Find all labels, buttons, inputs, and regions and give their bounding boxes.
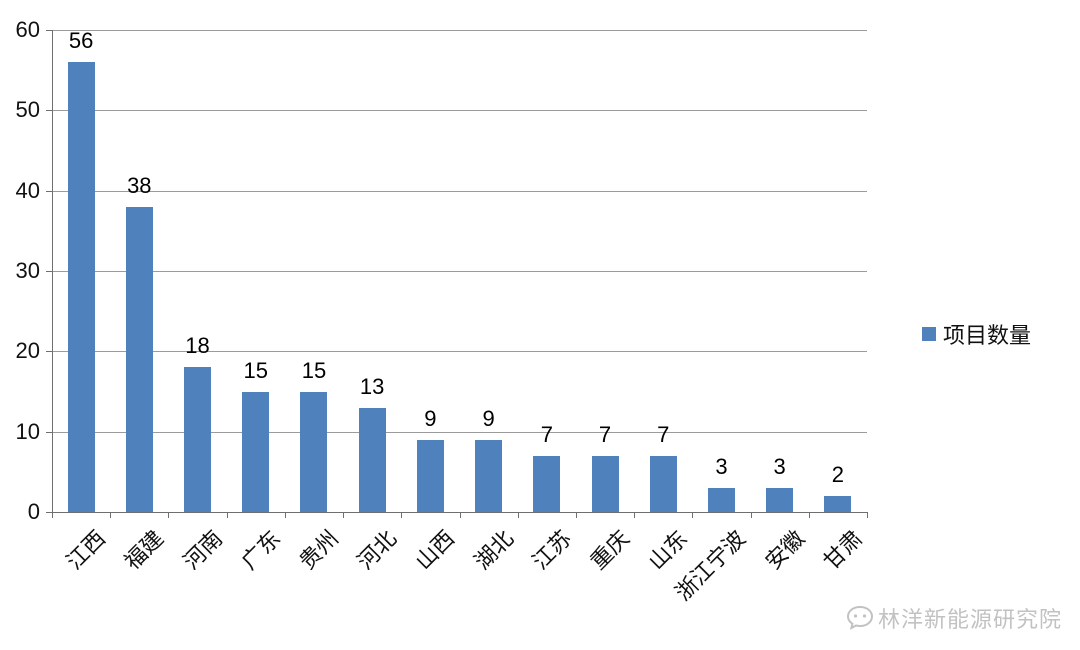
gridline-y-30	[52, 271, 867, 272]
y-tick-label: 10	[15, 418, 40, 444]
gridline-y-20	[52, 351, 867, 353]
y-tick-label: 30	[15, 258, 40, 283]
watermark: 林洋新能源研究院	[846, 602, 1062, 634]
x-tick-mark	[459, 512, 461, 518]
gridline-y-60	[52, 30, 867, 31]
y-tick-label: 0	[27, 499, 40, 524]
y-tick-label: 40	[15, 177, 40, 203]
legend: 项目数量	[922, 318, 1031, 350]
bar-浙江宁波	[707, 487, 735, 512]
x-tick-mark	[750, 512, 752, 518]
y-tick-label: 20	[15, 338, 40, 364]
x-tick-mark	[867, 512, 868, 518]
x-axis-label-text: 江西	[61, 525, 111, 575]
x-tick-mark	[517, 512, 519, 518]
bar-山东	[649, 455, 677, 512]
gridline-y-10	[52, 431, 867, 433]
bar-value-label: 3	[773, 453, 786, 479]
bar-甘肃	[824, 495, 852, 512]
bar-value-label: 9	[482, 405, 495, 431]
bar-value-label: 2	[831, 461, 845, 487]
watermark-text: 林洋新能源研究院	[877, 607, 1062, 632]
bar-重庆	[591, 455, 619, 512]
x-axis-label-text: 甘肃	[818, 525, 868, 575]
x-tick-mark	[226, 512, 228, 518]
x-axis-label-text: 重庆	[585, 525, 635, 575]
y-tick-mark	[46, 271, 52, 272]
x-axis-label-text: 河北	[352, 525, 402, 575]
legend-color-swatch	[922, 327, 936, 341]
bar-value-label: 3	[715, 453, 728, 479]
bar-广东	[242, 391, 270, 512]
x-axis-label-text: 广东	[236, 525, 285, 575]
bar-value-label: 7	[540, 421, 553, 447]
x-axis-label-text: 贵州	[294, 525, 344, 575]
bar-value-label: 7	[657, 421, 670, 447]
y-tick-mark	[46, 30, 52, 31]
x-axis-label-text: 山西	[410, 525, 460, 575]
y-tick-mark	[46, 431, 52, 433]
x-axis-label-text: 河南	[177, 525, 227, 575]
bar-value-label: 56	[68, 28, 94, 54]
bar-江西	[67, 62, 95, 512]
bar-value-label: 15	[243, 357, 268, 383]
bar-value-label: 9	[424, 405, 437, 431]
x-tick-mark	[52, 512, 53, 518]
x-tick-mark	[110, 512, 112, 518]
bar-福建	[125, 206, 153, 512]
x-tick-mark	[634, 512, 636, 518]
x-axis-label-text: 江苏	[527, 525, 577, 575]
x-tick-mark	[575, 512, 577, 518]
bar-value-label: 15	[301, 357, 327, 383]
y-tick-mark	[46, 190, 52, 192]
bar-贵州	[300, 391, 328, 512]
bar-安徽	[766, 487, 794, 512]
x-tick-mark	[692, 512, 694, 518]
y-tick-mark	[46, 110, 52, 112]
plot-area: 0 10 20 30 40 50 60 56 江西 38 福建 18 河南 15 广东 15 贵州 13 河北 9 山西…	[16, 17, 868, 605]
bar-山西	[416, 439, 444, 512]
x-axis-label-text: 安徽	[760, 525, 809, 575]
bar-江苏	[533, 455, 561, 512]
bar-河南	[184, 367, 212, 512]
bar-河北	[358, 407, 386, 512]
y-tick-mark	[46, 351, 52, 353]
x-tick-mark	[808, 512, 810, 518]
x-tick-mark	[343, 512, 345, 518]
y-tick-mark	[46, 512, 52, 513]
bar-value-label: 13	[359, 373, 385, 399]
y-tick-label: 60	[15, 17, 40, 42]
gridline-y-50	[52, 110, 867, 112]
bar-湖北	[475, 439, 503, 512]
x-tick-mark	[284, 512, 286, 518]
bar-value-label: 18	[185, 333, 210, 359]
gridline-y-40	[52, 190, 867, 192]
bar-value-label: 7	[598, 421, 612, 447]
chat-bubble-icon	[846, 605, 873, 630]
bar-value-label: 38	[127, 172, 152, 198]
legend-label: 项目数量	[943, 323, 1032, 348]
x-tick-mark	[401, 512, 403, 518]
x-tick-mark	[168, 512, 170, 518]
y-tick-label: 50	[15, 97, 40, 123]
x-axis-label-text: 湖北	[469, 525, 518, 575]
x-axis-label-text: 福建	[119, 525, 169, 575]
y-axis-line	[52, 30, 53, 513]
